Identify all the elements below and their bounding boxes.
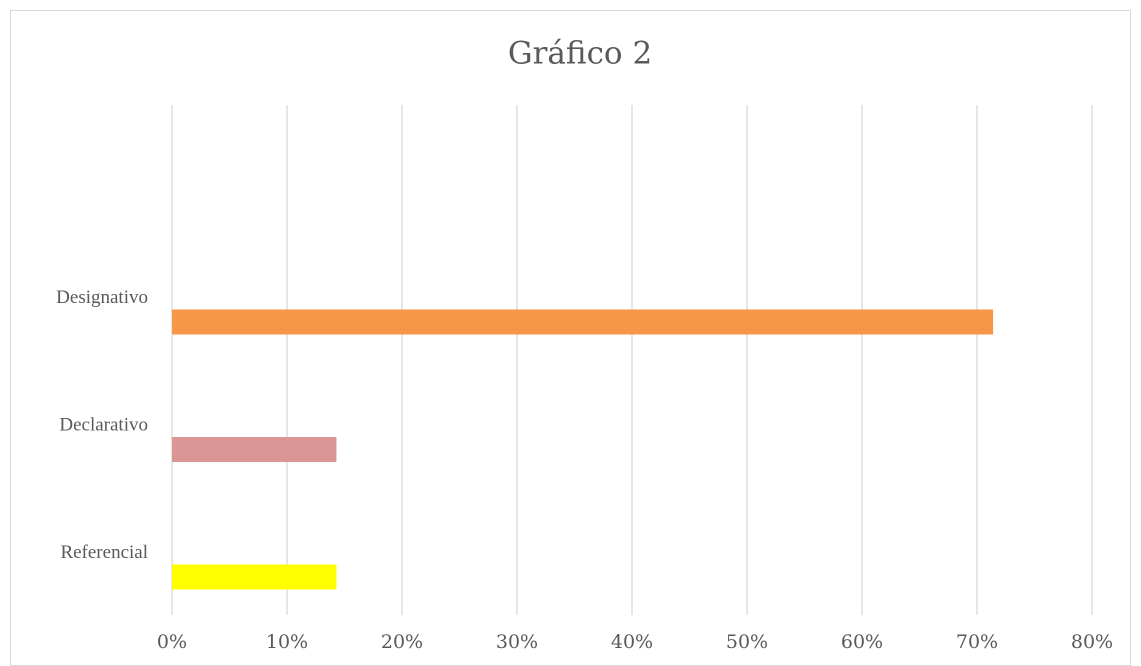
x-tick-label: 30% [496, 631, 538, 653]
y-tick-label: Referencial [60, 542, 148, 563]
y-tick-label: Designativo [56, 287, 148, 308]
x-tick-label: 50% [726, 631, 768, 653]
x-tick-label: 60% [841, 631, 883, 653]
x-tick-label: 70% [956, 631, 998, 653]
x-tick-label: 20% [381, 631, 423, 653]
chart-title: Gráfico 2 [508, 36, 652, 72]
bar [172, 309, 994, 335]
chart-border [10, 10, 1131, 666]
bar [172, 564, 337, 590]
x-tick-label: 0% [157, 631, 187, 653]
x-tick-label: 40% [611, 631, 653, 653]
bar [172, 437, 337, 462]
x-tick-label: 10% [266, 631, 308, 653]
x-tick-label: 80% [1071, 631, 1113, 653]
y-tick-label: Declarativo [59, 414, 148, 435]
